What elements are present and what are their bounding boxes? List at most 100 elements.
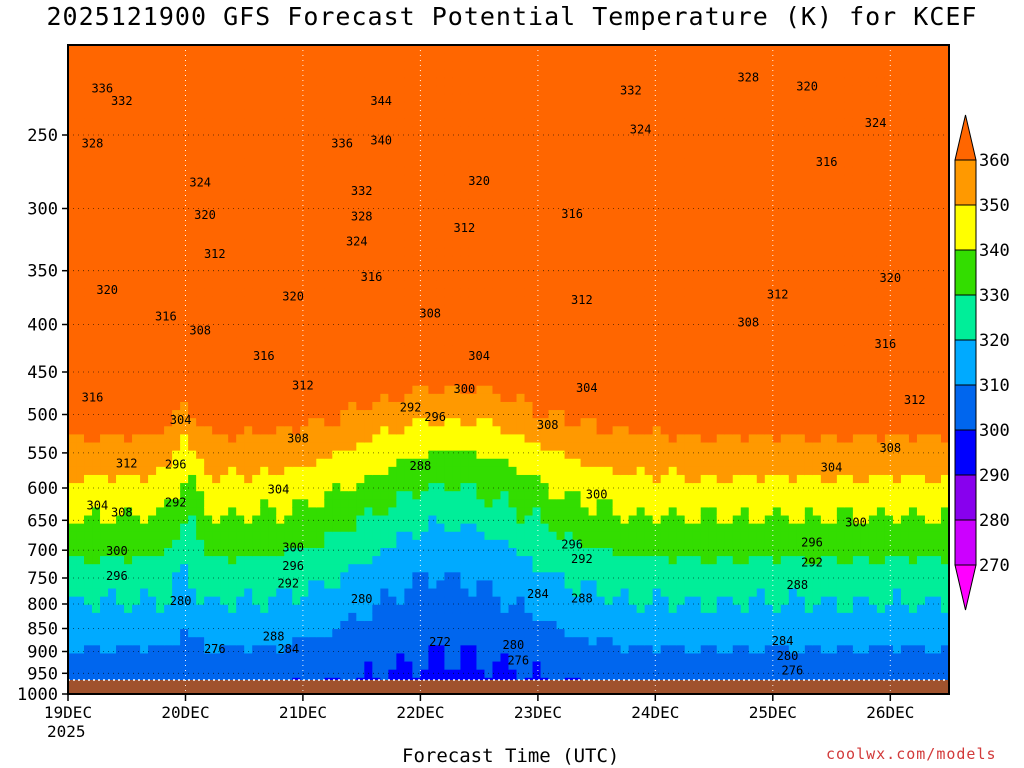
field-cell: [476, 612, 486, 622]
field-cell: [204, 645, 213, 655]
field-cell: [404, 466, 413, 476]
field-cell: [164, 353, 173, 362]
field-cell: [308, 85, 317, 95]
field-cell: [468, 377, 478, 387]
field-cell: [468, 280, 478, 289]
field-cell: [108, 118, 117, 127]
field-cell: [228, 620, 237, 630]
field-cell: [68, 296, 77, 306]
field-cell: [228, 93, 237, 103]
field-cell: [308, 604, 317, 614]
field-cell: [428, 466, 438, 476]
field-cell: [236, 426, 245, 435]
field-cell: [524, 45, 534, 54]
field-cell: [252, 239, 261, 249]
field-cell: [156, 474, 165, 484]
field-cell: [156, 142, 165, 152]
field-cell: [164, 304, 173, 314]
field-cell: [316, 531, 325, 541]
field-cell: [556, 199, 566, 208]
field-cell: [524, 312, 534, 322]
field-cell: [132, 223, 141, 233]
field-cell: [252, 353, 261, 362]
field-cell: [76, 320, 85, 330]
field-cell: [116, 134, 125, 143]
field-cell: [364, 345, 373, 354]
field-cell: [348, 629, 357, 638]
field-cell: [100, 85, 109, 95]
field-cell: [380, 434, 389, 444]
field-cell: [292, 312, 301, 322]
field-cell: [204, 191, 213, 200]
field-cell: [116, 53, 125, 62]
field-cell: [500, 377, 510, 387]
field-cell: [180, 539, 189, 549]
field-cell: [436, 385, 446, 395]
field-cell: [276, 312, 285, 322]
field-cell: [284, 69, 293, 79]
field-cell: [388, 337, 397, 346]
field-cell: [396, 45, 405, 54]
field-cell: [492, 491, 502, 500]
field-cell: [428, 588, 438, 598]
field-cell: [308, 410, 317, 419]
field-cell: [188, 174, 197, 184]
field-cell: [436, 572, 446, 582]
field-cell: [492, 637, 502, 646]
field-cell: [100, 588, 109, 598]
field-cell: [444, 150, 454, 160]
field-cell: [180, 199, 189, 208]
field-cell: [332, 434, 341, 444]
field-cell: [500, 393, 510, 403]
field-cell: [516, 385, 526, 395]
field-cell: [300, 669, 309, 679]
field-cell: [540, 669, 550, 679]
field-cell: [92, 199, 101, 208]
field-cell: [132, 77, 141, 87]
field-cell: [404, 174, 413, 184]
field-cell: [548, 231, 558, 241]
field-cell: [372, 93, 381, 103]
field-cell: [532, 361, 542, 371]
field-cell: [332, 418, 341, 427]
field-cell: [204, 255, 213, 265]
field-cell: [268, 280, 277, 289]
field-cell: [452, 296, 462, 306]
field-cell: [460, 393, 470, 403]
field-cell: [388, 434, 397, 444]
field-cell: [508, 231, 518, 241]
field-cell: [500, 629, 510, 638]
field-cell: [132, 296, 141, 306]
field-cell: [196, 280, 205, 289]
field-cell: [372, 199, 381, 208]
field-cell: [100, 377, 109, 387]
field-cell: [300, 450, 309, 460]
field-cell: [116, 466, 125, 476]
field-cell: [340, 158, 349, 168]
field-cell: [276, 499, 285, 509]
field-cell: [540, 272, 550, 281]
field-cell: [188, 69, 197, 79]
field-cell: [68, 312, 77, 322]
field-cell: [332, 231, 341, 241]
field-cell: [460, 247, 470, 257]
field-cell: [556, 580, 566, 590]
field-cell: [316, 410, 325, 419]
field-cell: [124, 385, 133, 395]
field-cell: [124, 174, 133, 184]
field-cell: [548, 483, 558, 492]
field-cell: [204, 458, 213, 468]
field-cell: [124, 288, 133, 298]
field-cell: [100, 523, 109, 533]
field-cell: [404, 547, 413, 557]
field-cell: [420, 669, 430, 679]
field-cell: [388, 556, 397, 565]
field-cell: [500, 361, 510, 371]
field-cell: [220, 377, 229, 387]
field-cell: [140, 491, 149, 500]
field-cell: [300, 77, 309, 87]
field-cell: [164, 239, 173, 249]
field-cell: [196, 109, 205, 119]
field-cell: [532, 483, 542, 492]
field-cell: [444, 312, 454, 322]
